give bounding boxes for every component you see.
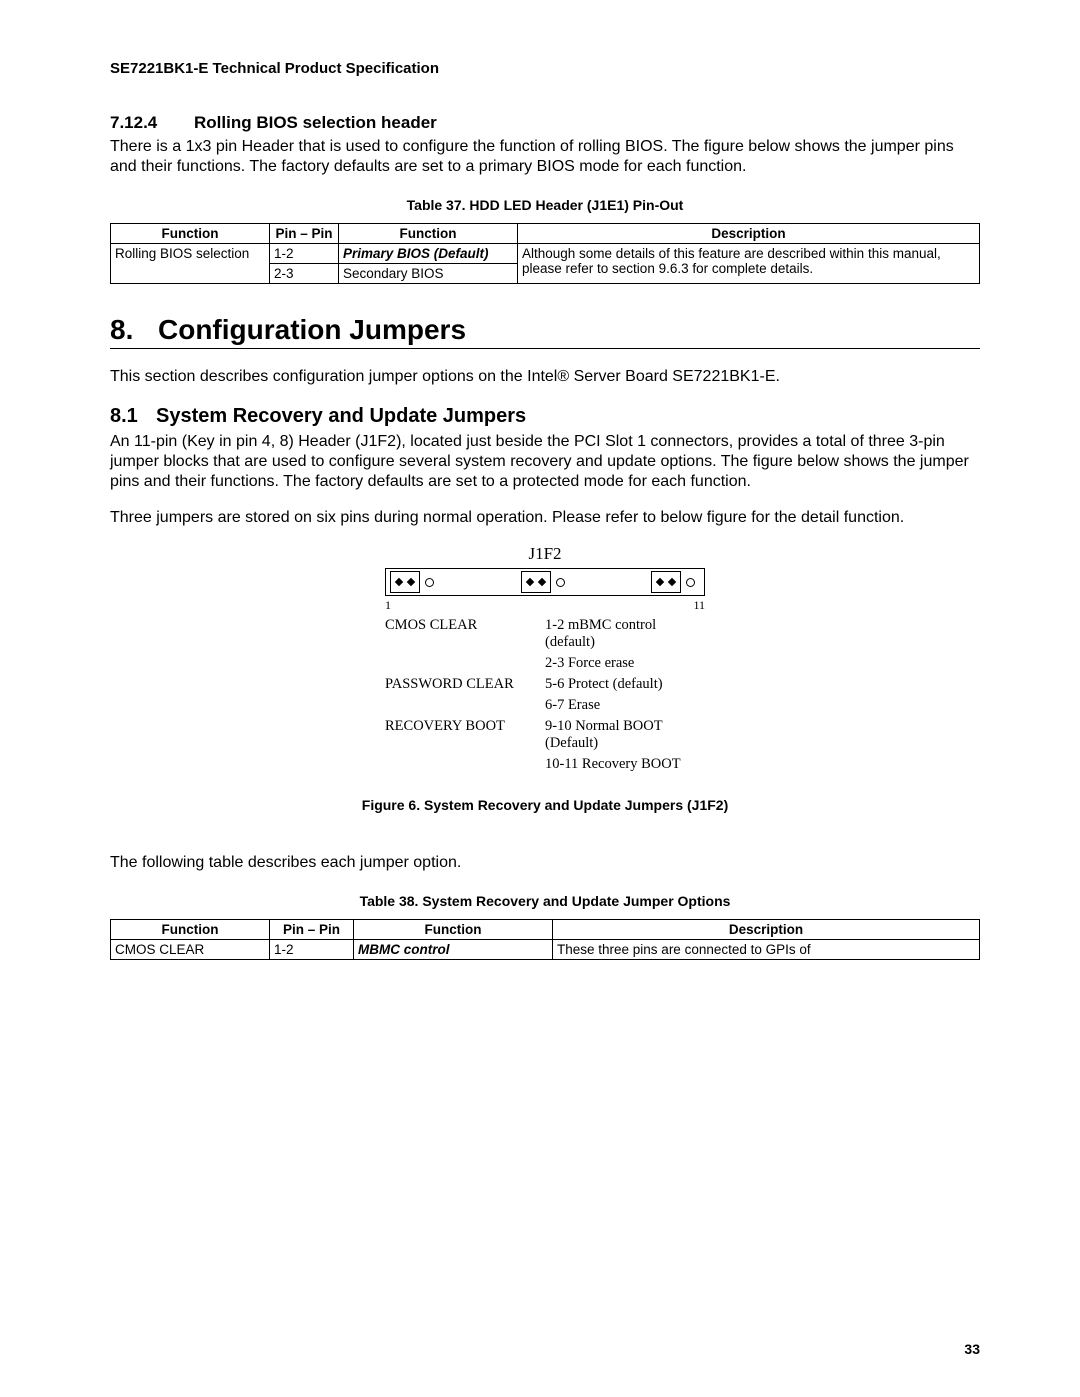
legend-left: RECOVERY BOOT <box>385 718 545 752</box>
td-func2: MBMC control <box>354 940 553 960</box>
legend-right: 2-3 Force erase <box>545 655 705 672</box>
legend-right: 9-10 Normal BOOT (Default) <box>545 718 705 752</box>
jumper-block <box>651 571 681 593</box>
td-func1: CMOS CLEAR <box>111 940 270 960</box>
heading-number: 8.1 <box>110 405 156 428</box>
th-pin: Pin – Pin <box>270 920 354 940</box>
heading-text: System Recovery and Update Jumpers <box>156 405 526 427</box>
table37: Function Pin – Pin Function Description … <box>110 223 980 284</box>
legend-left <box>385 697 545 714</box>
td-desc: These three pins are connected to GPIs o… <box>553 940 980 960</box>
doc-header-title: SE7221BK1-E Technical Product Specificat… <box>110 60 980 77</box>
pin-row <box>385 568 705 596</box>
paragraph: The following table describes each jumpe… <box>110 853 980 873</box>
td-func2: Secondary BIOS <box>339 264 518 284</box>
th-function: Function <box>111 224 270 244</box>
legend-left: PASSWORD CLEAR <box>385 676 545 693</box>
page-number: 33 <box>964 1341 980 1357</box>
jumper-block <box>521 571 551 593</box>
pin-hole-icon <box>425 578 434 587</box>
paragraph: There is a 1x3 pin Header that is used t… <box>110 137 980 177</box>
legend-left <box>385 655 545 672</box>
figure6-caption: Figure 6. System Recovery and Update Jum… <box>110 797 980 813</box>
rule <box>110 348 980 349</box>
legend-left <box>385 756 545 773</box>
th-function2: Function <box>354 920 553 940</box>
heading-text: Rolling BIOS selection header <box>194 113 437 132</box>
legend-right: 10-11 Recovery BOOT <box>545 756 705 773</box>
th-description: Description <box>518 224 980 244</box>
td-pin: 1-2 <box>270 940 354 960</box>
paragraph: Three jumpers are stored on six pins dur… <box>110 508 980 528</box>
figure6-jumper-diagram: J1F2 1 11 CMOS CLEAR1-2 mBMC control (de… <box>385 544 705 773</box>
table38-caption: Table 38. System Recovery and Update Jum… <box>110 893 980 909</box>
heading-8-1: 8.1System Recovery and Update Jumpers <box>110 405 980 428</box>
td-desc: Although some details of this feature ar… <box>518 244 980 284</box>
td-func1: Rolling BIOS selection <box>111 244 270 284</box>
heading-8: 8.Configuration Jumpers <box>110 314 980 346</box>
heading-text: Configuration Jumpers <box>158 314 466 345</box>
legend-right: 6-7 Erase <box>545 697 705 714</box>
document-page: SE7221BK1-E Technical Product Specificat… <box>0 0 1080 1397</box>
jumper-block <box>390 571 420 593</box>
heading-number: 8. <box>110 314 158 346</box>
legend-right: 5-6 Protect (default) <box>545 676 705 693</box>
pin-edge-labels: 1 11 <box>385 598 705 613</box>
legend-left: CMOS CLEAR <box>385 617 545 651</box>
td-pin: 1-2 <box>270 244 339 264</box>
paragraph: An 11-pin (Key in pin 4, 8) Header (J1F2… <box>110 432 980 492</box>
th-pin: Pin – Pin <box>270 224 339 244</box>
pin-hole-icon <box>556 578 565 587</box>
th-function: Function <box>111 920 270 940</box>
td-pin: 2-3 <box>270 264 339 284</box>
table37-caption: Table 37. HDD LED Header (J1E1) Pin-Out <box>110 197 980 213</box>
pin-left-num: 1 <box>385 598 391 613</box>
heading-7-12-4: 7.12.4Rolling BIOS selection header <box>110 113 980 133</box>
paragraph: This section describes configuration jum… <box>110 367 980 387</box>
figure6-header-label: J1F2 <box>385 544 705 564</box>
pin-right-num: 11 <box>693 598 705 613</box>
td-func2: Primary BIOS (Default) <box>339 244 518 264</box>
table38: Function Pin – Pin Function Description … <box>110 919 980 960</box>
th-function2: Function <box>339 224 518 244</box>
pin-hole-icon <box>686 578 695 587</box>
legend-right: 1-2 mBMC control (default) <box>545 617 705 651</box>
heading-number: 7.12.4 <box>110 113 194 133</box>
th-description: Description <box>553 920 980 940</box>
